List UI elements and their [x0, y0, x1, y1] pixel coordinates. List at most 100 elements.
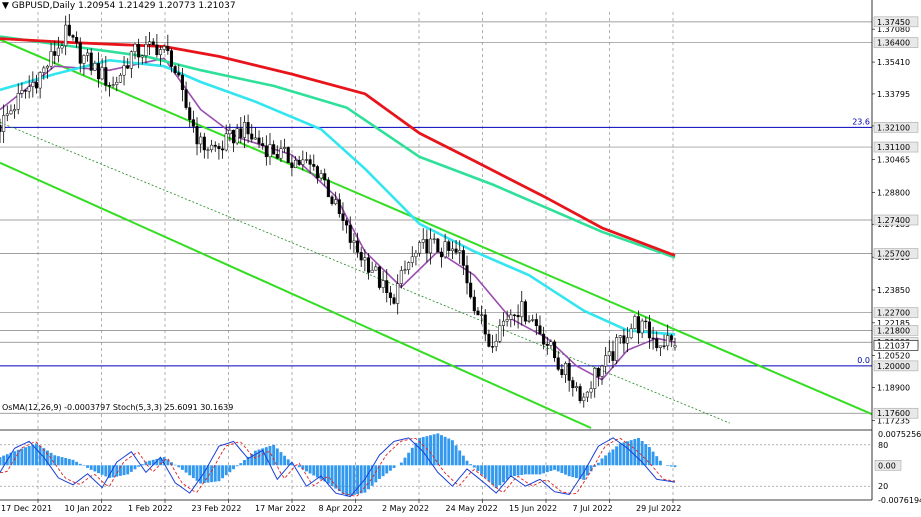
osma-bar — [480, 465, 484, 475]
osma-bar — [370, 465, 374, 486]
osma-bar — [374, 465, 378, 483]
candle-body — [410, 256, 414, 263]
osma-bar — [334, 465, 338, 489]
osma-bar — [162, 457, 166, 466]
candle-body — [549, 341, 553, 346]
candle-body — [673, 345, 677, 348]
candle-body — [45, 65, 49, 69]
osma-bar — [319, 465, 323, 480]
osma-bar — [301, 465, 305, 470]
osma-bar — [534, 465, 538, 475]
candle-body — [359, 252, 363, 261]
candle-body — [377, 266, 381, 288]
oscillator-axis-label: -0.0076194 — [878, 496, 921, 505]
price-level-tag — [873, 37, 919, 48]
candle-body — [370, 269, 374, 273]
candle-body — [235, 128, 239, 144]
candle-body — [0, 125, 2, 132]
candle-body — [312, 164, 316, 167]
candle-body — [242, 122, 246, 138]
candle-body — [162, 46, 166, 50]
candle-body — [494, 340, 498, 347]
date-tick-label: 17 Mar 2022 — [255, 504, 306, 513]
osma-bar — [469, 464, 473, 466]
osma-bar — [232, 465, 235, 470]
candle-body — [421, 239, 425, 243]
candle-body — [224, 133, 228, 151]
candle-body — [589, 388, 593, 393]
candle-body — [560, 369, 564, 375]
price-level-tag-label: 1.25700 — [877, 250, 910, 259]
candle-body — [553, 341, 557, 359]
candle-body — [655, 338, 659, 348]
candle-body — [651, 337, 655, 340]
date-tick-label: 7 Jul 2022 — [573, 504, 613, 513]
osma-bar — [235, 465, 239, 467]
candle-body — [49, 51, 53, 67]
candle-body — [352, 240, 356, 243]
osma-bar — [637, 437, 640, 466]
candle-body — [191, 119, 195, 127]
osma-bar — [669, 465, 673, 467]
price-level-tag-label: 1.22700 — [877, 309, 910, 318]
candle-body — [418, 242, 422, 254]
fib-level-label: 23.6 — [852, 117, 870, 126]
osma-bar — [213, 465, 217, 482]
osma-bar — [385, 465, 389, 474]
candle-body — [480, 314, 484, 316]
osma-bar — [104, 465, 108, 477]
candle-body — [107, 85, 111, 87]
candle-body — [647, 321, 651, 339]
chart-header: ▼ GBPUSD,Daily 1.20954 1.21429 1.20773 1… — [2, 1, 236, 11]
osma-bar — [505, 465, 509, 480]
price-level-tag — [873, 141, 919, 153]
candle-body — [469, 282, 473, 298]
candle-body — [414, 252, 418, 258]
candle-body — [122, 65, 126, 76]
osma-bar — [326, 465, 330, 484]
time-axis: 17 Dec 2021 10 Jan 2022 1 Feb 2022 23 Feb 2… — [0, 499, 872, 513]
date-tick-label: 1 Feb 2022 — [128, 504, 173, 513]
candle-body — [633, 316, 637, 329]
osma-bar — [392, 465, 396, 469]
osma-bar — [97, 465, 100, 474]
candle-body — [366, 257, 371, 273]
candle-body — [483, 314, 487, 335]
candle-body — [604, 355, 608, 367]
candle-body — [294, 159, 298, 168]
grid — [37, 12, 674, 500]
candle-body — [534, 319, 538, 327]
osma-bar — [429, 435, 432, 466]
candle-body — [272, 144, 276, 155]
osma-bar — [170, 462, 173, 466]
osma-bar — [476, 465, 480, 471]
osma-bar — [509, 465, 513, 477]
candle-body — [334, 199, 338, 205]
osma-bar — [9, 452, 13, 466]
osma-bar — [323, 465, 327, 482]
osma-bar — [527, 465, 531, 475]
candle-body — [290, 162, 294, 168]
candle-body — [250, 133, 254, 140]
candle-body — [283, 147, 287, 149]
osma-bar — [177, 465, 181, 468]
price-level-tag — [873, 307, 919, 318]
dropdown-triangle-icon[interactable]: ▼ — [2, 1, 9, 11]
candle-body — [341, 213, 345, 221]
price-level-tag-label: 1.37450 — [877, 18, 910, 27]
osma-bar — [377, 465, 381, 479]
price-tick-label: 1.22185 — [877, 319, 910, 328]
candle-body — [151, 41, 155, 46]
osma-bar — [286, 459, 290, 466]
candle-body — [396, 283, 400, 304]
osma-bar — [148, 460, 152, 466]
osma-bar — [585, 465, 589, 476]
candle-body — [563, 363, 568, 375]
osma-bar — [86, 465, 90, 468]
candle-body — [13, 109, 17, 112]
candle-body — [669, 335, 673, 341]
osma-bar — [487, 465, 491, 482]
price-level-tag — [873, 122, 919, 133]
fib-level-label: 0.0 — [857, 356, 870, 365]
date-tick-label: 8 Apr 2022 — [319, 504, 363, 513]
